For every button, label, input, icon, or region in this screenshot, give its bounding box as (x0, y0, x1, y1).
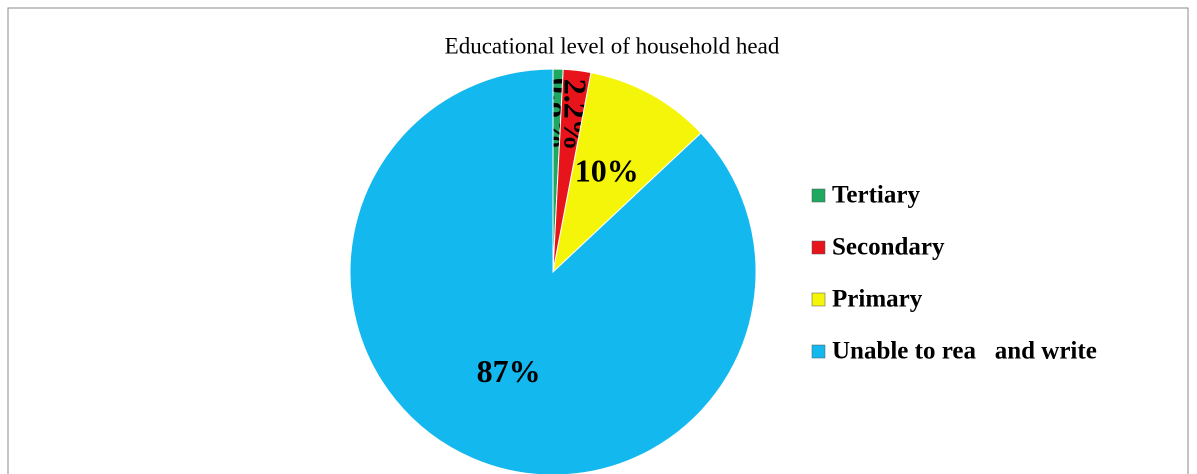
legend-swatch (811, 188, 826, 203)
pie-slice (349, 68, 757, 474)
legend-label: Tertiary (832, 182, 920, 209)
legend-label: Unable to rea and write (832, 338, 1097, 365)
legend-swatch (811, 292, 826, 307)
legend-swatch (811, 240, 826, 255)
value-label: 10% (575, 153, 639, 189)
legend-label: Primary (832, 286, 923, 313)
legend-swatch (811, 344, 826, 359)
value-label: 87% (477, 353, 541, 389)
pie-slice (552, 72, 702, 274)
legend-label: Secondary (832, 234, 945, 261)
chart-title: Educational level of household head (445, 33, 780, 58)
